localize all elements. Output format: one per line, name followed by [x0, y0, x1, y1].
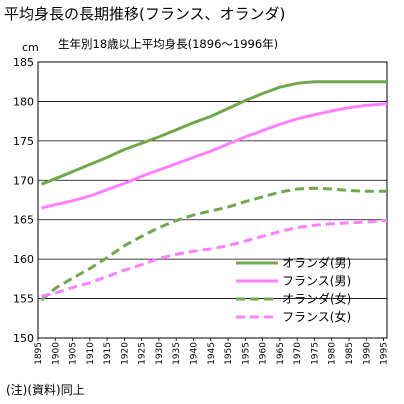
x-tick-label: 1960: [259, 342, 269, 365]
chart-subtitle: 生年別18歳以上平均身長(1896〜1996年): [58, 37, 279, 51]
x-tick-label: 1910: [86, 342, 96, 365]
series-line-0: [40, 80, 387, 186]
y-axis-unit: cm: [22, 41, 39, 54]
y-tick-label: 165: [13, 214, 34, 227]
series-line-1: [41, 102, 388, 210]
y-tick-label: 155: [13, 293, 34, 306]
y-axis-ticks: 150 155 160 165 170 175 180 185: [13, 56, 34, 345]
plot-area: [37, 61, 388, 339]
grid-lines: [37, 61, 388, 339]
y-tick-label: 180: [13, 95, 34, 108]
x-tick-label: 1980: [328, 342, 338, 365]
x-tick-label: 1920: [120, 342, 130, 365]
x-tick-label: 1895: [34, 342, 44, 365]
x-axis-ticks: 1895 1900 1905 1910 1915 1920 1925 1930 1935 1940…: [34, 338, 390, 365]
x-tick-label: 1945: [207, 342, 217, 365]
x-tick-label: 1900: [51, 342, 61, 365]
y-tick-label: 150: [13, 332, 34, 345]
legend-label-1: フランス(男): [282, 274, 351, 288]
y-tick-label: 185: [13, 56, 34, 69]
x-tick-label: 1930: [155, 342, 165, 365]
footnote: (注)(資料)同上: [6, 383, 85, 397]
x-tick-label: 1990: [362, 342, 372, 365]
x-tick-label: 1985: [345, 342, 355, 365]
x-tick-label: 1925: [138, 342, 148, 365]
legend-label-2: オランダ(女): [282, 291, 351, 306]
legend-label-0: オランダ(男): [282, 255, 351, 270]
legend-label-3: フランス(女): [282, 309, 351, 324]
x-tick-label: 1975: [310, 342, 320, 365]
x-tick-label: 1995: [380, 342, 390, 365]
y-tick-label: 175: [13, 135, 34, 148]
x-tick-label: 1940: [189, 342, 199, 365]
x-tick-label: 1915: [103, 342, 113, 365]
x-tick-label: 1970: [293, 342, 303, 365]
series-lines: [40, 80, 388, 302]
chart-title: 平均身長の長期推移(フランス、オランダ): [4, 5, 286, 23]
legend: オランダ(男) フランス(男) オランダ(女) フランス(女): [236, 255, 351, 324]
x-tick-label: 1955: [241, 342, 251, 365]
y-tick-label: 160: [13, 253, 34, 266]
series-line-3: [41, 219, 388, 298]
x-tick-label: 1905: [69, 342, 79, 365]
y-tick-label: 170: [13, 174, 34, 187]
x-tick-label: 1950: [224, 342, 234, 365]
x-tick-label: 1935: [172, 342, 182, 365]
x-tick-label: 1965: [276, 342, 286, 365]
series-line-2: [40, 186, 387, 302]
